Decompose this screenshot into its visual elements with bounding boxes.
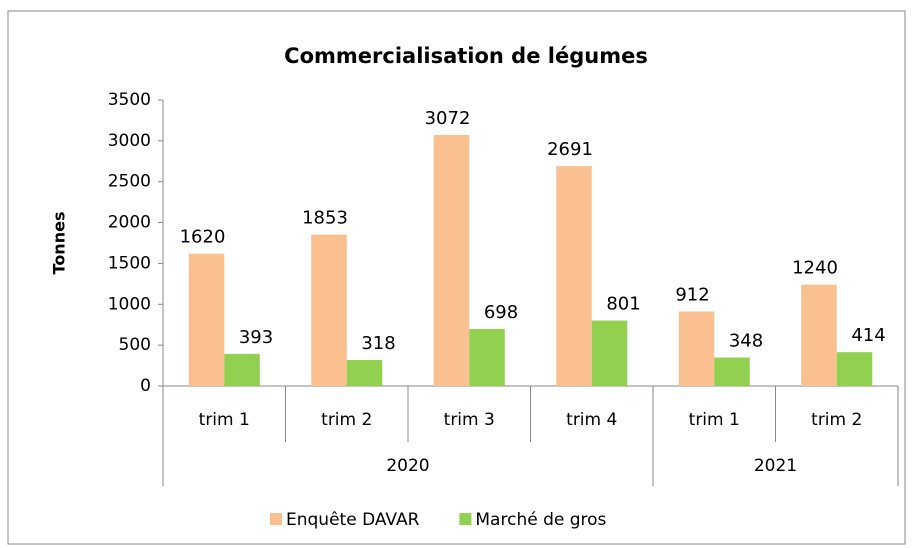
x-tick-label: trim 2 (811, 410, 862, 430)
x-tick-label: trim 1 (199, 410, 250, 430)
bar (591, 320, 628, 386)
x-tick-label: trim 2 (321, 410, 372, 430)
x-tick-label: trim 3 (444, 410, 495, 430)
y-tick-label: 2000 (108, 213, 151, 233)
y-tick-label: 3000 (108, 131, 151, 151)
bar (433, 134, 470, 386)
value-label: 348 (729, 331, 763, 352)
group-label: 2021 (754, 456, 797, 476)
legend-swatch (270, 513, 282, 525)
bar (224, 353, 260, 386)
value-label: 1620 (180, 227, 226, 248)
bar (346, 360, 383, 386)
y-tick-label: 2500 (108, 172, 151, 192)
value-label: 318 (361, 333, 395, 354)
group-label: 2020 (386, 456, 429, 476)
bar (311, 234, 347, 386)
bar (188, 253, 225, 386)
value-label: 414 (851, 325, 885, 346)
legend-label: Marché de gros (475, 510, 606, 530)
x-tick-label: trim 4 (566, 410, 617, 430)
y-tick-label: 3500 (108, 90, 151, 110)
bar (469, 328, 505, 386)
bar (801, 284, 837, 386)
legend-swatch (459, 513, 472, 525)
bar (836, 352, 873, 386)
bar (678, 311, 715, 386)
value-label: 912 (675, 284, 709, 305)
legend-label: Enquête DAVAR (286, 510, 420, 530)
y-axis-label: Tonnes (50, 212, 69, 275)
value-label: 2691 (547, 139, 593, 160)
value-label: 698 (484, 302, 518, 323)
chart-title: Commercialisation de légumes (284, 44, 648, 68)
bar (556, 166, 592, 386)
value-label: 1853 (302, 208, 348, 229)
value-label: 393 (239, 327, 273, 348)
value-label: 3072 (425, 108, 471, 129)
value-label: 801 (606, 294, 640, 315)
bar (714, 357, 750, 386)
y-tick-label: 1000 (108, 294, 151, 314)
y-tick-label: 1500 (108, 253, 151, 273)
x-tick-label: trim 1 (689, 410, 740, 430)
y-tick-label: 500 (119, 335, 151, 355)
y-tick-label: 0 (140, 376, 151, 396)
value-label: 1240 (792, 258, 838, 279)
